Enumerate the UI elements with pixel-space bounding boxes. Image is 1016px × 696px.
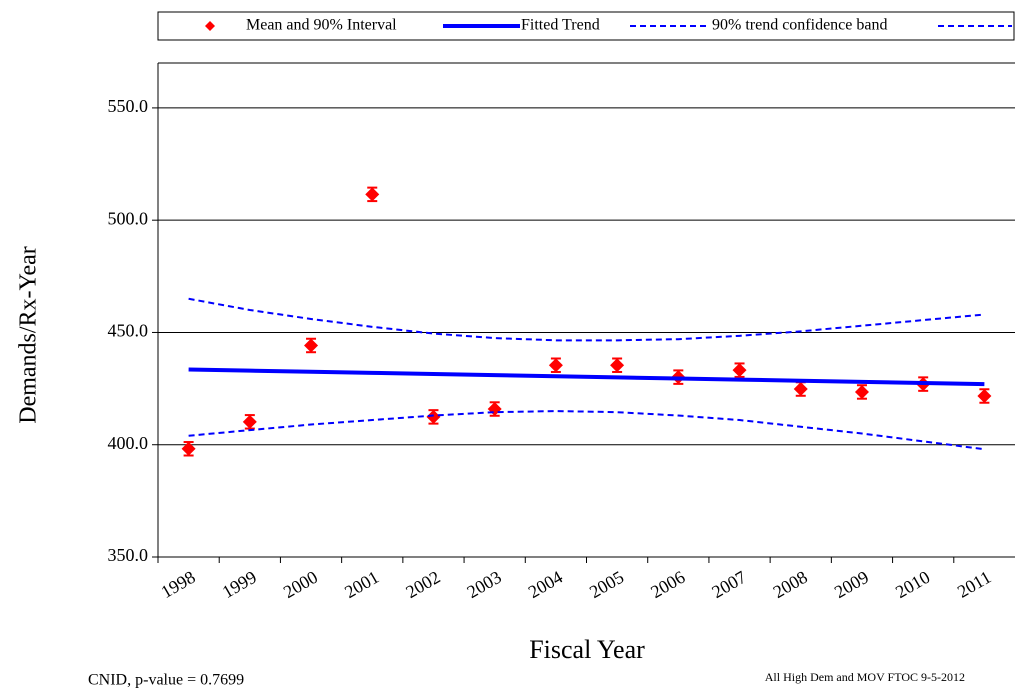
- trend-line: [188, 367, 985, 387]
- footnote: All High Dem and MOV FTOC 9-5-2012: [765, 670, 965, 684]
- x-tick-label: 2002: [402, 567, 443, 602]
- band-upper: [188, 297, 985, 342]
- x-tick-label: 2011: [954, 567, 995, 602]
- data-point: [793, 382, 808, 397]
- legend-label: 90% trend confidence band: [712, 17, 887, 34]
- y-axis-label: Demands/Rx-Year: [16, 246, 42, 424]
- data-point: [548, 358, 563, 373]
- legend-label: Fitted Trend: [521, 17, 600, 34]
- data-point: [181, 441, 196, 456]
- data-point: [610, 358, 625, 373]
- y-tick-label: 350.0: [108, 545, 149, 565]
- data-point: [977, 389, 992, 404]
- x-tick-label: 2009: [831, 567, 872, 602]
- data-point: [732, 363, 747, 378]
- x-tick-label: 2000: [280, 567, 321, 602]
- x-tick-label: 1998: [157, 567, 198, 602]
- legend-label: Mean and 90% Interval: [246, 17, 397, 34]
- x-tick-label: 2007: [708, 567, 749, 602]
- data-point: [854, 384, 869, 399]
- x-tick-label: 2004: [525, 567, 566, 602]
- x-axis-label: Fiscal Year: [529, 635, 645, 664]
- x-tick-label: 2010: [892, 567, 933, 602]
- x-tick-label: 2005: [586, 567, 627, 602]
- legend-box: [157, 11, 1015, 41]
- y-tick-label: 550.0: [108, 96, 149, 116]
- x-tick-label: 2003: [464, 567, 505, 602]
- footnote: CNID, p-value = 0.7699: [88, 672, 244, 689]
- data-point: [426, 409, 441, 424]
- data-point: [487, 402, 502, 417]
- x-tick-label: 2006: [647, 567, 688, 602]
- x-tick-label: 2001: [341, 567, 382, 602]
- x-tick-label: 2008: [770, 567, 811, 602]
- x-tick-label: 1999: [219, 567, 260, 602]
- band-lower: [188, 410, 985, 451]
- y-tick-label: 450.0: [108, 321, 149, 341]
- y-tick-label: 500.0: [108, 208, 149, 228]
- legend-symbol: [205, 21, 215, 31]
- data-point: [365, 187, 380, 202]
- y-tick-label: 400.0: [108, 433, 149, 453]
- data-point: [304, 338, 319, 353]
- data-point: [242, 414, 257, 429]
